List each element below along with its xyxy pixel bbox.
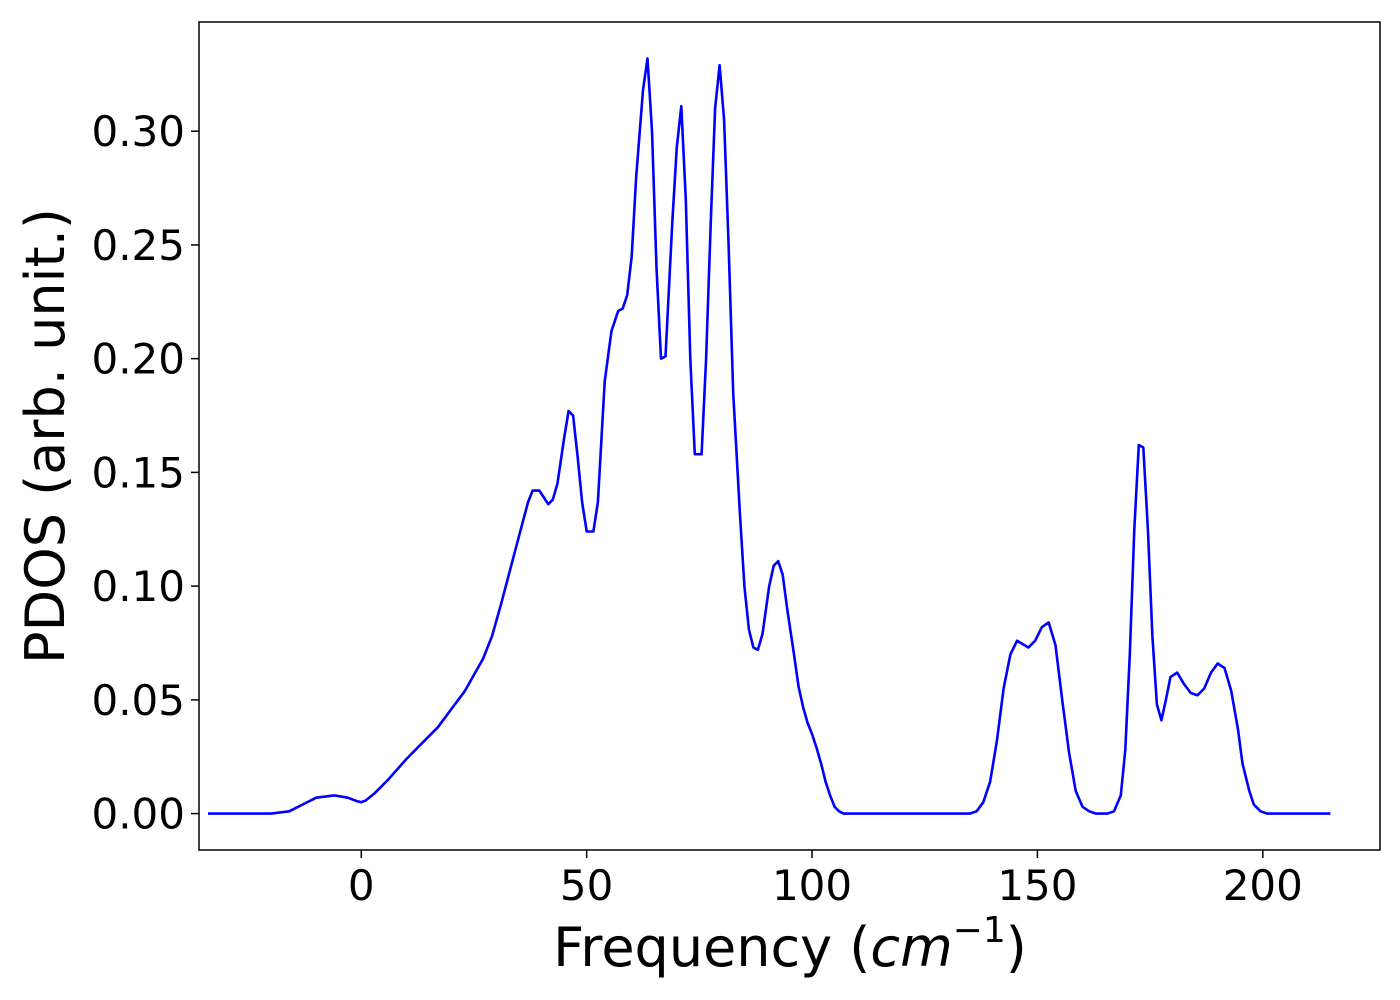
plot-frame xyxy=(198,21,1381,851)
x-axis-label-close: ) xyxy=(1006,916,1027,979)
x-tick-label: 0 xyxy=(348,861,375,910)
pdos-series-line xyxy=(208,57,1331,815)
y-axis-label: PDOS (arb. unit.) xyxy=(14,208,77,664)
x-axis-label: Frequency (cm−1) xyxy=(553,910,1027,979)
series-layer xyxy=(208,57,1331,815)
x-tick-label: 50 xyxy=(560,861,613,910)
x-axis-label-exponent: −1 xyxy=(953,910,1006,951)
ticks-layer: 0 50 100 150 200 0.00 0.05 0.10 0.15 0.20 0.25 0.30 xyxy=(91,107,1302,910)
y-tick-label: 0.05 xyxy=(91,676,185,725)
x-axis-label-unit: cm xyxy=(870,916,952,979)
x-tick-label: 100 xyxy=(772,861,852,910)
plot-background xyxy=(199,22,1380,850)
x-axis-label-text: Frequency ( xyxy=(553,916,870,979)
y-tick-label: 0.30 xyxy=(91,107,185,156)
y-tick-label: 0.10 xyxy=(91,562,185,611)
x-tick-label: 200 xyxy=(1223,861,1303,910)
y-tick-label: 0.25 xyxy=(91,221,185,270)
y-tick-label: 0.00 xyxy=(91,790,185,839)
y-tick-label: 0.15 xyxy=(91,448,185,497)
y-tick-label: 0.20 xyxy=(91,335,185,384)
x-tick-label: 150 xyxy=(997,861,1077,910)
